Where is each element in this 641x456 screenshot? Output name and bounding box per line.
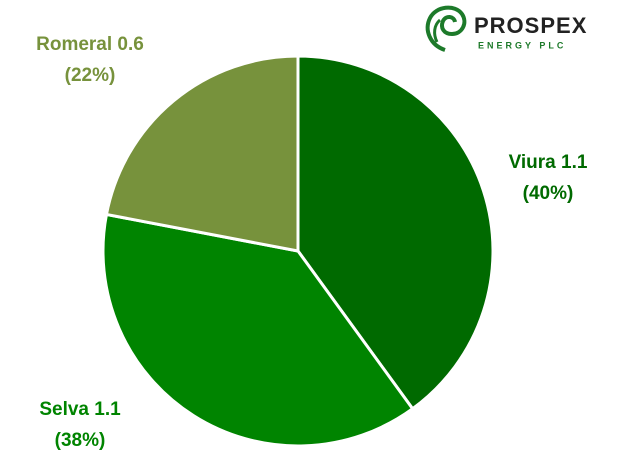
logo-subtitle: ENERGY PLC bbox=[478, 40, 566, 50]
logo: PROSPEX ENERGY PLC bbox=[425, 5, 587, 52]
pie-slice bbox=[101, 212, 415, 448]
slice-label: Viura 1.1 bbox=[509, 152, 588, 173]
logo-icon-stroke bbox=[433, 18, 442, 43]
logo-name: PROSPEX bbox=[474, 13, 587, 38]
slice-label: Selva 1.1 bbox=[39, 399, 121, 420]
slice-label: Romeral 0.6 bbox=[36, 34, 144, 55]
slice-percent: (38%) bbox=[55, 430, 106, 451]
pie-slice bbox=[296, 54, 495, 411]
slice-percent: (22%) bbox=[65, 65, 116, 86]
slice-percent: (40%) bbox=[523, 183, 574, 204]
pie-slice bbox=[104, 54, 300, 253]
logo-icon bbox=[425, 5, 467, 52]
